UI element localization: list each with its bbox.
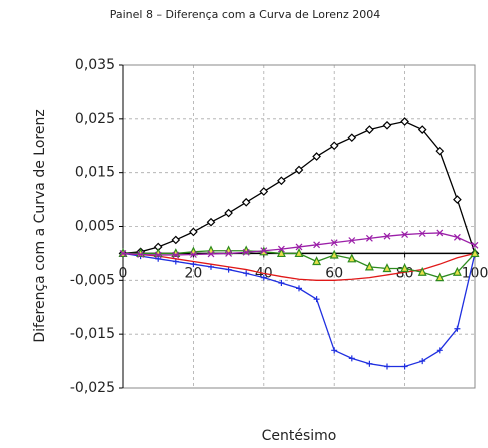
marker	[259, 187, 269, 196]
marker	[331, 347, 338, 354]
marker	[348, 355, 355, 362]
marker	[347, 133, 357, 143]
y-tick-label: 0,015	[75, 165, 115, 181]
marker	[294, 165, 304, 175]
marker	[382, 120, 392, 130]
y-tick-label: 0,025	[75, 111, 115, 127]
marker	[417, 125, 427, 134]
marker	[418, 230, 426, 237]
marker	[436, 347, 443, 354]
marker	[242, 248, 250, 256]
marker	[365, 125, 374, 134]
x-axis-label: Centésimo	[262, 428, 337, 444]
marker	[312, 256, 322, 266]
marker	[207, 250, 215, 258]
marker	[417, 266, 427, 276]
marker	[260, 274, 267, 281]
marker	[260, 247, 268, 255]
marker	[384, 363, 390, 370]
marker	[278, 280, 285, 287]
marker	[224, 208, 233, 218]
x-tick-label: 20	[184, 265, 202, 281]
marker	[419, 358, 426, 365]
marker	[471, 241, 479, 249]
marker	[171, 235, 181, 245]
y-tick-label: -0,015	[70, 326, 115, 342]
marker	[276, 248, 286, 258]
marker	[313, 241, 321, 249]
marker	[277, 245, 285, 253]
marker	[225, 249, 233, 257]
marker	[154, 251, 162, 259]
marker	[435, 146, 445, 156]
marker	[137, 251, 145, 258]
marker	[119, 249, 127, 257]
marker	[313, 296, 320, 303]
marker	[435, 272, 445, 282]
marker	[453, 233, 461, 241]
marker	[295, 243, 303, 251]
marker	[296, 285, 302, 292]
marker	[312, 152, 321, 161]
series-line	[122, 252, 476, 281]
marker	[189, 227, 198, 237]
marker	[383, 232, 391, 240]
marker	[365, 234, 373, 242]
x-tick-label: 60	[325, 265, 343, 281]
marker	[189, 251, 197, 258]
marker	[330, 239, 338, 247]
marker	[172, 251, 180, 259]
y-tick-label: 0,005	[75, 219, 115, 235]
marker	[366, 360, 373, 367]
marker	[208, 263, 214, 270]
marker	[400, 263, 410, 273]
marker	[452, 266, 462, 276]
y-tick-label: 0,035	[75, 57, 115, 73]
marker	[294, 248, 304, 258]
marker	[206, 217, 216, 227]
y-tick-label: -0,005	[70, 272, 115, 288]
marker	[436, 229, 444, 237]
marker	[241, 197, 251, 207]
y-axis-label: Diferença com a Curva de Lorenz	[32, 109, 48, 342]
marker	[470, 248, 480, 258]
marker	[401, 363, 408, 370]
marker	[364, 261, 374, 271]
marker	[329, 141, 339, 151]
marker	[225, 266, 232, 273]
marker	[348, 237, 356, 244]
y-tick-label: -0,025	[70, 380, 115, 396]
marker	[329, 249, 339, 259]
marker	[172, 258, 179, 265]
chart-title: Painel 8 – Diferença com a Curva de Lore…	[110, 8, 381, 21]
marker	[453, 195, 462, 204]
marker	[400, 117, 409, 126]
marker	[347, 253, 357, 263]
marker	[382, 263, 392, 273]
marker	[190, 261, 197, 268]
marker	[454, 325, 461, 332]
marker	[243, 270, 250, 277]
marker	[277, 176, 286, 186]
marker	[401, 231, 409, 238]
